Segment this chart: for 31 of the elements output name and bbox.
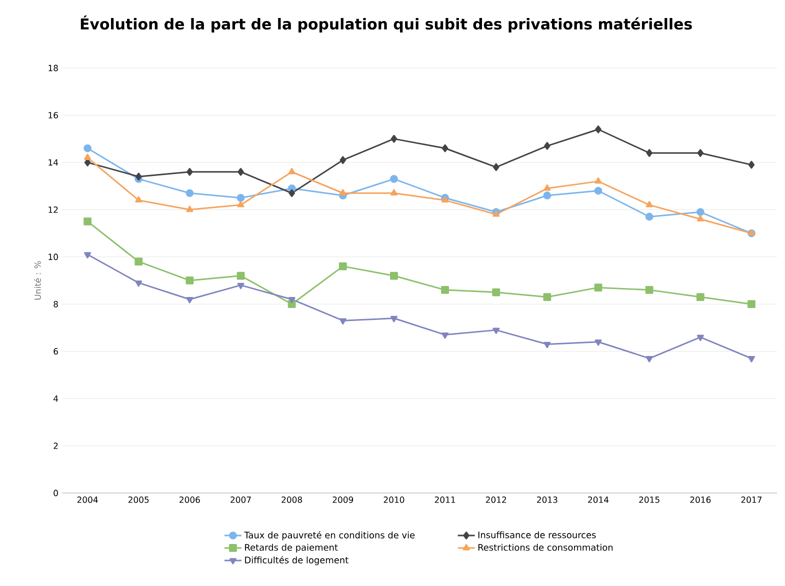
x-tick-label: 2006	[180, 496, 200, 503]
x-tick-label: 2017	[741, 496, 762, 503]
legend-label: Insuffisance de ressources	[478, 531, 596, 538]
x-tick-label: 2004	[77, 496, 98, 503]
y-tick-label: 2	[54, 442, 58, 449]
x-tick-label: 2010	[384, 496, 404, 503]
x-tick-label: 2011	[434, 496, 456, 503]
y-tick-label: 12	[48, 206, 58, 213]
x-tick-label: 2012	[486, 496, 506, 503]
x-tick-label: 2005	[128, 496, 149, 503]
legend-label: Difficultés de logement	[245, 556, 348, 566]
y-tick-label: 16	[48, 112, 58, 118]
legend-label: Retards de paiement	[245, 544, 338, 552]
y-tick-label: 4	[54, 395, 58, 402]
x-tick-label: 2009	[332, 496, 354, 503]
x-tick-label: 2008	[282, 496, 302, 503]
x-tick-label: 2013	[537, 496, 558, 503]
y-tick-label: 8	[54, 300, 58, 308]
y-axis-title: Unité : %	[34, 261, 41, 300]
x-tick-label: 2016	[690, 496, 711, 503]
y-tick-label: 18	[48, 64, 58, 72]
y-tick-label: 6	[54, 348, 58, 355]
y-tick-label: 14	[48, 159, 58, 166]
chart-title: Évolution de la part de la population qui subit des privations matérielles	[80, 16, 692, 32]
x-tick-label: 2014	[588, 496, 609, 503]
y-tick-label: 0	[54, 490, 58, 496]
y-tick-label: 10	[48, 254, 58, 260]
legend-label: Restrictions de consommation	[478, 544, 613, 551]
x-tick-label: 2015	[639, 496, 660, 503]
legend-label: Taux de pauvreté en conditions de vie	[244, 531, 415, 540]
x-tick-label: 2007	[230, 496, 251, 503]
